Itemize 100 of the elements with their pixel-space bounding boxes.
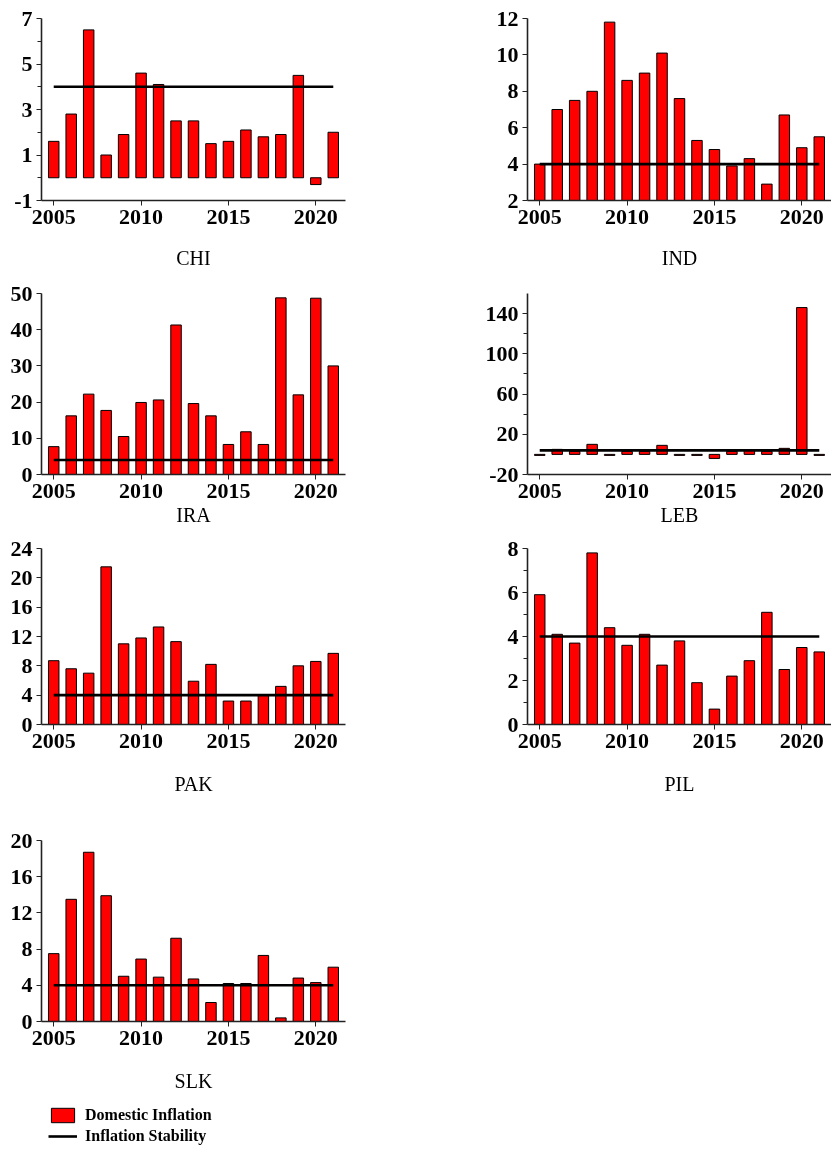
y-tick-label: 0 xyxy=(21,711,33,737)
x-tick-label: 2010 xyxy=(119,1024,164,1050)
y-tick-label: 4 xyxy=(21,972,33,998)
x-axis-title: IRA xyxy=(176,503,212,526)
bar xyxy=(257,136,270,179)
y-tick-label: 3 xyxy=(21,96,33,122)
y-tick-label: 12 xyxy=(10,623,33,649)
bar xyxy=(656,664,668,725)
y-tick-label: 20 xyxy=(10,389,33,415)
x-tick-label: 2015 xyxy=(692,477,737,503)
x-tick-label: 2015 xyxy=(692,203,737,229)
y-tick-label: 10 xyxy=(10,425,33,451)
legend-label: Domestic Inflation xyxy=(85,1106,212,1124)
x-tick-label: 2020 xyxy=(293,477,338,503)
y-tick-label: 1 xyxy=(21,142,33,167)
y-tick-label: 8 xyxy=(507,78,519,104)
x-tick-label: 2005 xyxy=(31,203,76,229)
x-tick-label: 2005 xyxy=(31,477,76,503)
x-axis-title: SLK xyxy=(174,1069,213,1092)
x-tick-label: 2020 xyxy=(293,203,338,229)
y-tick-label: 8 xyxy=(21,936,33,962)
x-tick-label: 2015 xyxy=(206,477,251,503)
bar xyxy=(205,143,217,179)
x-axis-title: CHI xyxy=(176,246,211,269)
x-tick-label: 2010 xyxy=(605,203,650,229)
legend-label: Inflation Stability xyxy=(85,1127,207,1145)
x-tick-label: 2015 xyxy=(206,727,251,753)
bar xyxy=(205,1001,217,1022)
bar xyxy=(708,453,721,459)
bar xyxy=(170,120,182,179)
bar xyxy=(100,154,112,179)
y-tick-label: 6 xyxy=(507,579,519,605)
y-tick-label: 6 xyxy=(507,114,519,140)
bar xyxy=(813,651,826,725)
bar xyxy=(222,140,235,179)
x-tick-label: 2010 xyxy=(605,477,650,503)
bar xyxy=(310,177,322,186)
y-tick-label: 4 xyxy=(507,623,519,649)
y-tick-label: 2 xyxy=(507,187,519,213)
y-tick-label: 12 xyxy=(10,899,33,925)
y-tick-label: 140 xyxy=(485,300,519,326)
bar xyxy=(568,642,581,725)
bar xyxy=(65,113,77,179)
y-tick-label: -20 xyxy=(489,461,519,487)
x-tick-label: 2005 xyxy=(517,727,562,753)
x-tick-label: 2020 xyxy=(779,203,824,229)
x-tick-label: 2015 xyxy=(206,1024,251,1050)
bar xyxy=(726,675,738,725)
y-tick-label: 24 xyxy=(10,535,33,561)
y-tick-label: 20 xyxy=(10,564,33,590)
bar xyxy=(673,640,686,725)
y-tick-label: 30 xyxy=(10,352,33,378)
y-tick-label: 0 xyxy=(21,461,33,487)
y-tick-label: 0 xyxy=(21,1008,33,1034)
x-tick-label: 2010 xyxy=(119,477,164,503)
y-tick-label: 40 xyxy=(10,316,33,342)
y-tick-label: 0 xyxy=(507,711,519,737)
x-axis-title: PIL xyxy=(664,772,695,795)
x-tick-label: 2020 xyxy=(293,727,338,753)
bar xyxy=(117,134,130,179)
y-tick-label: 8 xyxy=(507,535,519,561)
y-tick-label: 20 xyxy=(10,827,33,853)
y-tick-label: 10 xyxy=(496,41,519,67)
y-tick-label: 50 xyxy=(10,280,33,306)
x-tick-label: 2010 xyxy=(119,727,164,753)
bar xyxy=(691,682,703,725)
y-tick-label: 16 xyxy=(10,594,33,620)
y-tick-label: 5 xyxy=(21,51,33,76)
bar xyxy=(796,647,808,725)
x-tick-label: 2010 xyxy=(119,203,164,229)
bar xyxy=(47,140,60,179)
y-tick-label: 4 xyxy=(21,682,33,708)
y-tick-label: 16 xyxy=(10,863,33,889)
x-tick-label: 2005 xyxy=(517,477,562,503)
x-axis-title: LEB xyxy=(660,503,699,526)
bar xyxy=(187,120,200,179)
bar xyxy=(275,1017,287,1022)
x-tick-label: 2005 xyxy=(31,1024,76,1050)
y-tick-label: -1 xyxy=(14,187,33,213)
x-tick-label: 2015 xyxy=(692,727,737,753)
x-axis-title: IND xyxy=(661,246,698,269)
x-axis-title: PAK xyxy=(174,772,214,795)
bar xyxy=(327,131,340,179)
y-tick-label: 4 xyxy=(507,151,519,177)
x-tick-label: 2005 xyxy=(517,203,562,229)
y-tick-label: 20 xyxy=(496,421,519,447)
bar xyxy=(240,129,252,179)
y-tick-label: 2 xyxy=(507,667,519,693)
y-tick-label: 12 xyxy=(496,5,519,31)
x-tick-label: 2010 xyxy=(605,727,650,753)
bar xyxy=(621,644,633,725)
y-tick-label: 60 xyxy=(496,381,519,407)
x-tick-label: 2020 xyxy=(779,727,824,753)
bar xyxy=(222,700,235,725)
bar xyxy=(240,700,252,725)
y-tick-label: 100 xyxy=(485,340,519,366)
y-tick-label: 8 xyxy=(21,652,33,678)
bar xyxy=(743,660,756,725)
bar xyxy=(778,669,791,725)
x-tick-label: 2015 xyxy=(206,203,251,229)
